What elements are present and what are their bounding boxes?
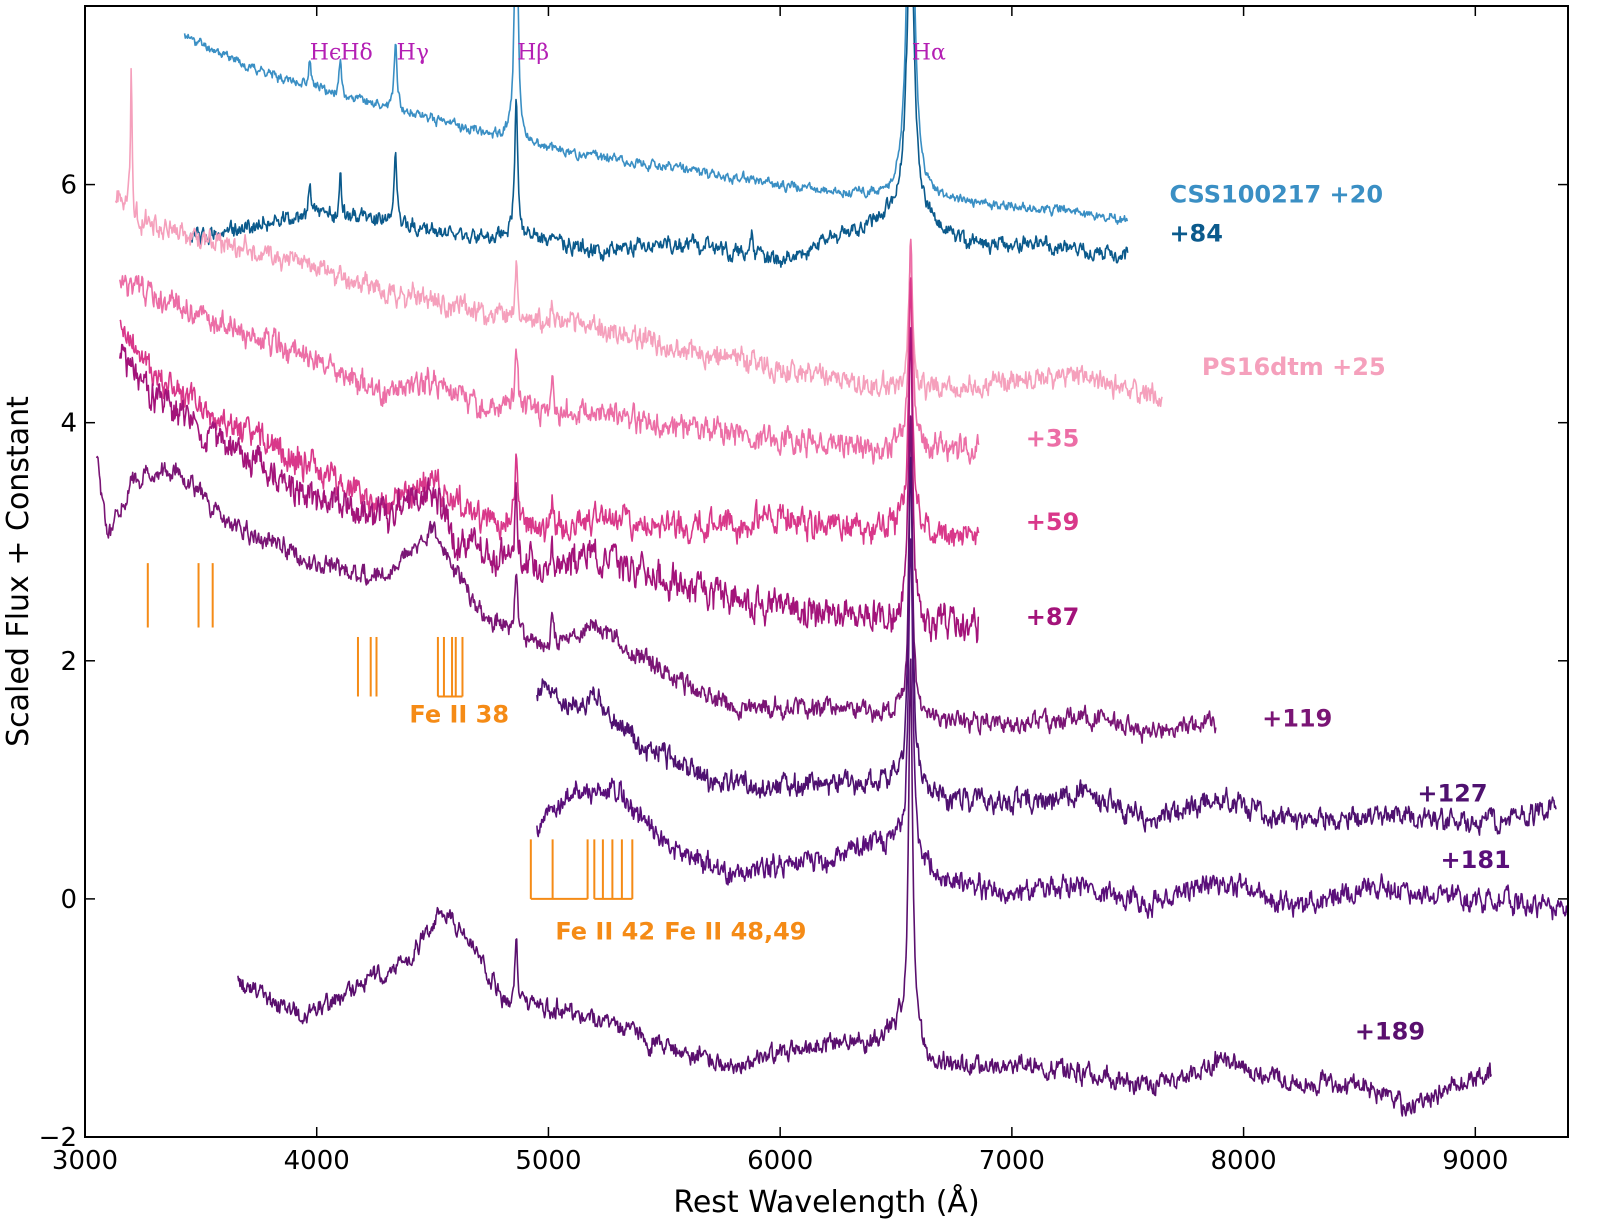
- series-line-3: [119, 238, 980, 465]
- series-label: +119: [1262, 704, 1332, 732]
- series-line-0: [183, 6, 1129, 225]
- series-label: +87: [1026, 603, 1080, 631]
- y-axis-title: Scaled Flux + Constant: [1, 396, 36, 747]
- series-line-6: [95, 415, 1217, 744]
- series-line-9: [237, 658, 1493, 1117]
- x-tick-label: 5000: [515, 1146, 581, 1176]
- x-tick-label: 7000: [979, 1146, 1045, 1176]
- balmer-line-label: Hγ: [397, 41, 429, 66]
- fe-ii-label: Fe II 48,49: [664, 917, 806, 945]
- series-label: PS16dtm +25: [1202, 353, 1386, 381]
- spectra-series-layer: [95, 6, 1568, 1117]
- y-tick-label: 6: [60, 171, 77, 201]
- balmer-line-label: Hϵ: [310, 41, 342, 66]
- balmer-label-layer: Hϵ Hδ Hγ Hβ Hα: [310, 41, 946, 66]
- plot-frame: [84, 5, 1569, 1138]
- y-tick-label: 4: [60, 409, 77, 439]
- series-line-8: [536, 538, 1568, 921]
- series-label: +189: [1355, 1017, 1425, 1045]
- balmer-line-label: Hα: [912, 41, 946, 66]
- series-label-layer: CSS100217 +20 +84 PS16dtm +25 +35 +59 +87 +119…: [1026, 180, 1511, 1045]
- x-tick-label: 6000: [747, 1146, 813, 1176]
- series-label: +127: [1417, 779, 1487, 807]
- series-line-5: [119, 327, 980, 644]
- y-tick-label: 2: [60, 647, 77, 677]
- balmer-line-label: Hβ: [517, 41, 549, 66]
- x-tick-label: 3000: [52, 1146, 118, 1176]
- fe-ii-marker-layer: Fe II 38 Fe II 42 Fe II 48,49: [146, 563, 806, 945]
- series-line-2: [114, 67, 1163, 408]
- series-label: +35: [1026, 424, 1080, 452]
- x-axis-title: Rest Wavelength (Å): [673, 1184, 979, 1220]
- series-line-4: [119, 277, 980, 547]
- x-tick-label: 9000: [1442, 1146, 1508, 1176]
- series-label: +59: [1026, 508, 1080, 536]
- balmer-line-label: Hδ: [340, 41, 372, 66]
- series-line-7: [536, 456, 1557, 836]
- fe-ii-label: Fe II 42: [555, 917, 655, 945]
- series-label: +181: [1441, 846, 1511, 874]
- series-line-1: [188, 6, 1129, 268]
- fe-ii-label: Fe II 38: [409, 701, 509, 729]
- y-tick-label: 0: [60, 885, 77, 915]
- x-tick-label: 8000: [1211, 1146, 1277, 1176]
- series-label: CSS100217 +20: [1169, 180, 1383, 208]
- y-tick-label: −2: [39, 1123, 77, 1153]
- axis-ticks: 3000 4000 5000 6000 7000 8000 9000 −2 0 2 4 6: [39, 6, 1568, 1176]
- x-tick-label: 4000: [284, 1146, 350, 1176]
- series-label: +84: [1169, 220, 1223, 248]
